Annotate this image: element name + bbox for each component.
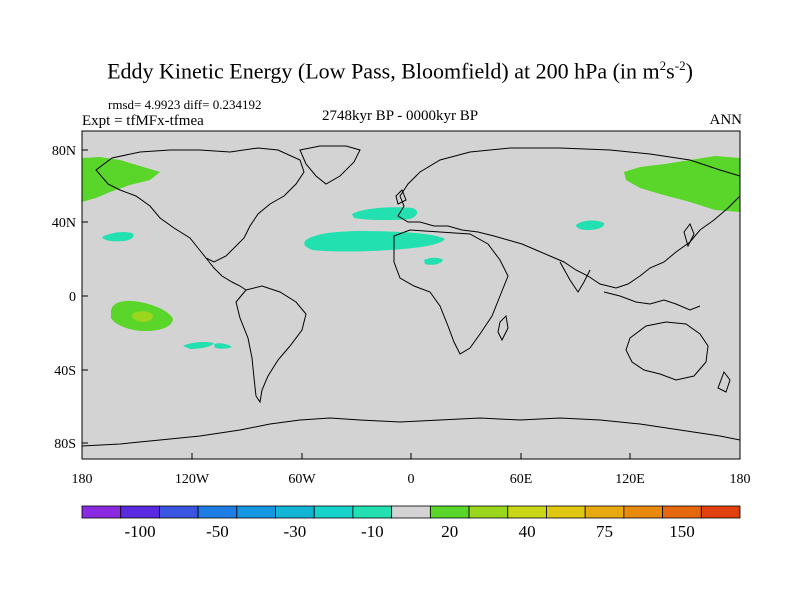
lat-tick-label: 40N	[52, 216, 76, 231]
experiment-label: Expt = tfMFx-tfmea	[82, 113, 204, 129]
rmsd-diff-text: rmsd= 4.9923 diff= 0.234192	[108, 97, 262, 112]
lat-tick-label: 80S	[54, 437, 76, 452]
lon-tick-label: 180	[730, 472, 751, 487]
colorbar-label: -50	[206, 522, 229, 541]
lon-tick-label: 180	[72, 472, 93, 487]
colorbar-label: 20	[441, 522, 458, 541]
lon-tick-label: 0	[408, 472, 415, 487]
colorbar-label: -10	[361, 522, 384, 541]
coastlines	[82, 145, 740, 447]
colorbar-swatch	[313, 505, 354, 519]
colorbar-swatch	[236, 505, 276, 519]
colorbar-swatch	[391, 505, 431, 519]
anomaly-northeast-asia-arctic	[624, 156, 740, 212]
colorbar-label: 150	[669, 522, 695, 541]
anomaly-south-pacific-core	[132, 311, 153, 322]
anomaly-layer	[82, 156, 740, 349]
anomaly-north-pacific-east	[102, 232, 134, 242]
colorbar-swatch	[468, 505, 509, 519]
plot-title: Eddy Kinetic Energy (Low Pass, Bloomfiel…	[107, 58, 693, 84]
anomaly-central-atlantic-band	[304, 230, 445, 252]
colorbar-swatch	[197, 505, 238, 519]
colorbar-swatch	[429, 505, 470, 519]
colorbar-swatch	[120, 505, 160, 519]
colorbar: -100 -50 -30 -10 20 40 75 150	[81, 505, 741, 541]
anomaly-south-pacific-streak	[183, 342, 232, 349]
lat-tick-label: 80N	[52, 144, 76, 159]
lat-tick-label: 40S	[54, 364, 76, 379]
colorbar-swatch	[662, 505, 702, 519]
anomaly-central-asia	[576, 220, 605, 230]
anomaly-north-atlantic-far-west-arctic	[82, 157, 160, 202]
colorbar-swatch	[546, 505, 586, 519]
colorbar-label: 40	[519, 522, 536, 541]
colorbar-swatch	[159, 505, 199, 519]
colorbar-swatch	[352, 505, 393, 519]
colorbar-swatch	[700, 505, 741, 519]
lon-tick-label: 60E	[510, 472, 533, 487]
colorbar-label: -100	[124, 522, 155, 541]
lon-tick-label: 120E	[615, 472, 645, 487]
colorbar-swatch	[507, 505, 547, 519]
period-label: 2748kyr BP - 0000kyr BP	[321, 108, 479, 124]
colorbar-swatch	[81, 505, 122, 519]
lon-tick-label: 120W	[175, 472, 210, 487]
colorbar-swatch	[623, 505, 663, 519]
season-label: ANN	[709, 112, 743, 128]
anomaly-west-africa	[424, 257, 443, 265]
colorbar-swatch	[275, 505, 315, 519]
lat-tick-label: 0	[69, 290, 76, 305]
colorbar-swatch	[584, 505, 625, 519]
axis-ticks: 80N 40N 0 40S 80S 180 120W 60W 0 60E 120E 180	[52, 144, 751, 487]
map-background	[82, 131, 740, 459]
lon-tick-label: 60W	[288, 472, 316, 487]
colorbar-label: 75	[596, 522, 613, 541]
colorbar-label: -30	[284, 522, 307, 541]
